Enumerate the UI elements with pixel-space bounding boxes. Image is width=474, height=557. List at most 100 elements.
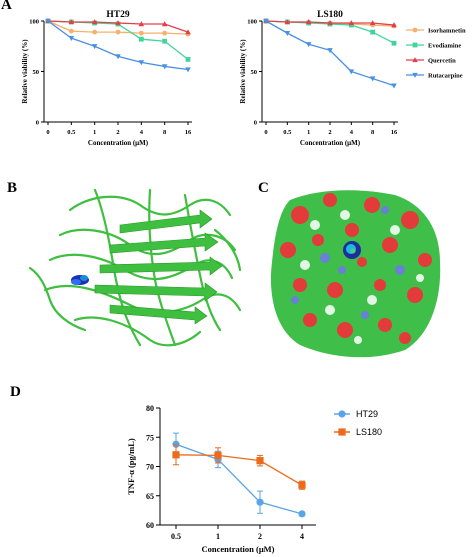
legend-label: Rutacarpine bbox=[428, 72, 463, 79]
data-point bbox=[305, 19, 312, 25]
legend-label: HT29 bbox=[356, 409, 378, 419]
data-point bbox=[391, 22, 397, 28]
data-point bbox=[348, 20, 355, 26]
x-axis-label: Concentration (μM) bbox=[201, 544, 274, 554]
data-point bbox=[185, 67, 191, 73]
y-tick-label: 50 bbox=[251, 69, 258, 76]
x-tick-label: 0 bbox=[46, 129, 49, 136]
data-point bbox=[161, 64, 168, 70]
legend-label: Isorhamnetin bbox=[428, 27, 466, 34]
x-axis-label: Concentration (μM) bbox=[88, 139, 149, 147]
series-line-ht29 bbox=[175, 443, 303, 515]
beta-sheet-arrows bbox=[94, 209, 223, 325]
chart-title: LS180 bbox=[317, 10, 343, 20]
data-point bbox=[185, 56, 191, 62]
panel-label-a: A bbox=[1, 0, 12, 13]
x-tick-label: 4 bbox=[300, 532, 304, 541]
y-axis-label: Relative viability (%) bbox=[21, 39, 29, 104]
data-point bbox=[298, 510, 306, 518]
data-point bbox=[45, 18, 51, 24]
data-point bbox=[115, 20, 121, 26]
y-tick-label: 100 bbox=[29, 18, 39, 25]
data-point bbox=[162, 38, 168, 44]
axes bbox=[156, 407, 316, 529]
data-point bbox=[284, 30, 291, 36]
panel-label-c: C bbox=[258, 180, 269, 196]
data-point bbox=[161, 21, 168, 27]
data-point bbox=[391, 40, 397, 46]
data-point bbox=[115, 29, 121, 35]
x-tick-label: 8 bbox=[163, 129, 167, 136]
legend-label: Evodiamine bbox=[428, 42, 461, 49]
data-point bbox=[370, 29, 376, 35]
data-point bbox=[172, 440, 180, 448]
legend-label: Quercetin bbox=[428, 57, 456, 64]
y-tick-label: 70 bbox=[146, 463, 154, 472]
data-point bbox=[138, 60, 145, 66]
x-tick-label: 2 bbox=[116, 129, 119, 136]
data-point bbox=[138, 36, 144, 42]
y-axis-label: TNF-α (pg/mL) bbox=[126, 438, 136, 495]
data-point bbox=[68, 28, 74, 34]
x-tick-label: 4 bbox=[140, 129, 144, 136]
y-tick-label: 0 bbox=[254, 119, 257, 126]
data-point bbox=[91, 44, 98, 50]
data-point bbox=[327, 20, 333, 26]
x-axis-label: Concentration (μM) bbox=[300, 139, 361, 147]
legend-label: LS180 bbox=[356, 427, 382, 437]
x-tick-label: 0.5 bbox=[67, 129, 76, 136]
legend-marker bbox=[412, 27, 418, 33]
x-tick-label: 0 bbox=[264, 129, 267, 136]
axes bbox=[41, 20, 192, 125]
x-tick-label: 1 bbox=[93, 129, 96, 136]
data-point bbox=[92, 29, 98, 35]
data-point bbox=[369, 76, 376, 82]
x-tick-label: 2 bbox=[328, 129, 331, 136]
x-tick-label: 16 bbox=[185, 129, 192, 136]
data-point bbox=[263, 18, 269, 24]
data-point bbox=[298, 481, 306, 489]
x-tick-label: 1 bbox=[216, 532, 220, 541]
y-tick-label: 100 bbox=[247, 18, 257, 25]
data-point bbox=[391, 83, 397, 89]
panel-label-d: D bbox=[10, 384, 21, 400]
data-point bbox=[172, 451, 180, 459]
data-point bbox=[185, 29, 191, 35]
data-point bbox=[256, 457, 264, 465]
y-tick-label: 75 bbox=[146, 433, 154, 442]
legend-marker bbox=[412, 57, 418, 63]
x-tick-label: 4 bbox=[350, 129, 354, 136]
y-tick-label: 65 bbox=[146, 492, 154, 501]
data-point bbox=[91, 19, 98, 25]
data-point bbox=[138, 30, 144, 36]
legend-marker bbox=[412, 72, 418, 78]
data-point bbox=[214, 451, 222, 459]
x-tick-label: 2 bbox=[258, 532, 262, 541]
legend-marker bbox=[338, 410, 346, 418]
data-point bbox=[369, 20, 376, 26]
data-point bbox=[162, 30, 168, 36]
y-tick-label: 50 bbox=[33, 69, 40, 76]
data-point bbox=[115, 54, 121, 60]
data-point bbox=[68, 36, 75, 42]
panel-label-b: B bbox=[7, 180, 18, 196]
data-point bbox=[327, 48, 333, 54]
x-tick-label: 8 bbox=[371, 129, 375, 136]
y-tick-label: 0 bbox=[36, 119, 39, 126]
y-tick-label: 60 bbox=[146, 521, 154, 530]
legend-marker bbox=[412, 42, 418, 48]
legend-marker bbox=[338, 428, 346, 436]
surface-patches bbox=[270, 190, 441, 358]
data-point bbox=[68, 19, 75, 25]
x-tick-label: 1 bbox=[307, 129, 310, 136]
x-tick-label: 16 bbox=[391, 129, 398, 136]
data-point bbox=[256, 498, 264, 506]
y-axis-label: Relative viability (%) bbox=[239, 39, 247, 104]
axes bbox=[259, 20, 398, 125]
ligand-in-binding-site bbox=[71, 275, 89, 285]
